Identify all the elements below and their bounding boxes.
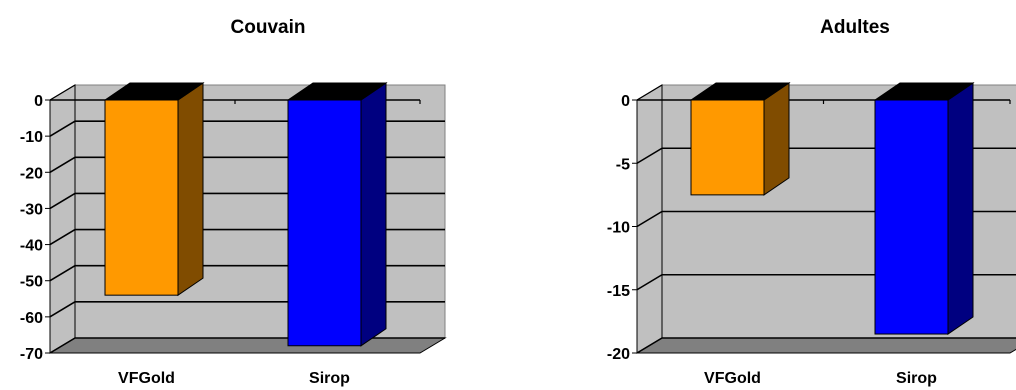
bar: [874, 99, 949, 335]
y-tick-label: -60: [20, 310, 43, 327]
bar: [690, 99, 765, 196]
y-tick-label: -15: [607, 283, 630, 300]
y-tick-label: -40: [20, 238, 43, 255]
bar: [104, 99, 179, 296]
axis-depth-line: [636, 84, 663, 101]
y-tick-label: -70: [20, 346, 43, 363]
category-label: Sirop: [896, 370, 937, 387]
y-tick-label: -50: [20, 274, 43, 291]
y-tick-label: -30: [20, 201, 43, 218]
side-wall: [49, 84, 76, 354]
category-label: VFGold: [704, 370, 761, 387]
y-tick-label: -10: [20, 129, 43, 146]
chart-title: Adultes: [820, 17, 890, 38]
bar-side: [360, 82, 387, 347]
bar-side: [763, 82, 790, 196]
bar-side: [947, 82, 974, 335]
floor: [48, 337, 447, 354]
y-tick-label: -20: [20, 165, 43, 182]
bar: [287, 99, 362, 347]
chart-title: Couvain: [231, 17, 306, 38]
floor: [635, 337, 1016, 354]
chart-0: Couvain 0 -10 -20 -30 -40 -50 -60 -70 VFGold Sirop: [20, 17, 447, 387]
chart-1: Adultes 0 -5 -10 -15 -20 VFGold Sirop: [607, 17, 1016, 387]
category-label: Sirop: [309, 370, 350, 387]
gridline: [636, 337, 1016, 354]
bar-side: [177, 82, 204, 297]
y-tick-label: 0: [621, 93, 630, 110]
y-tick-label: -20: [607, 346, 630, 363]
y-tick-label: -10: [607, 220, 630, 237]
y-tick-label: -5: [616, 156, 630, 173]
category-label: VFGold: [118, 370, 175, 387]
y-tick-label: 0: [34, 93, 43, 110]
axis-depth-line: [49, 84, 76, 101]
